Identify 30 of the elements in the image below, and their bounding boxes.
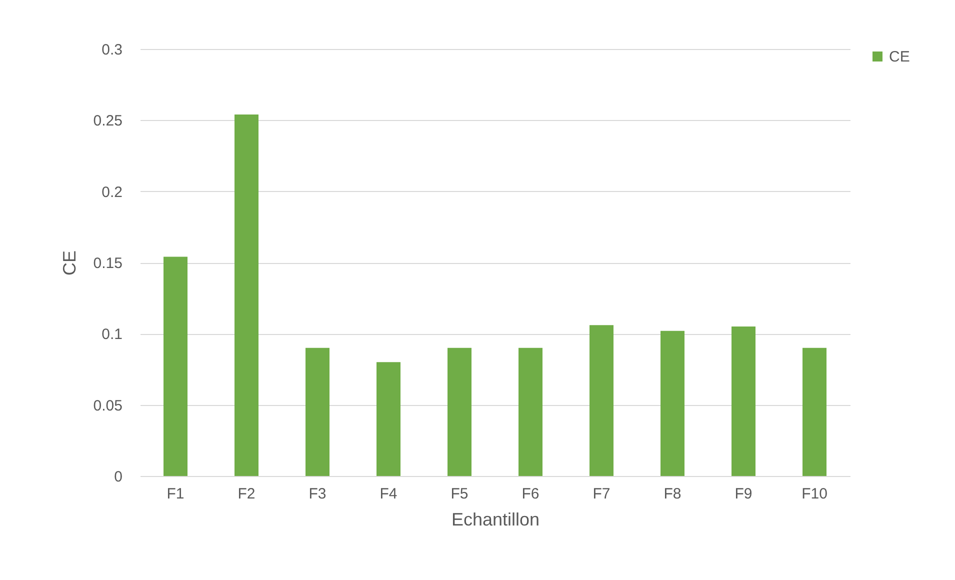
x-tick-label: F7 [592,486,610,502]
y-tick-label: 0.2 [102,184,122,201]
bar [590,325,614,476]
x-tick-label: F10 [802,486,828,502]
y-axis-title: CE [59,250,80,276]
x-tick-label: F6 [522,486,540,502]
x-axis-title: Echantillon [451,510,540,530]
bar [802,348,826,476]
x-tick-label: F9 [734,486,752,502]
bar [164,256,188,476]
x-tick-label: F3 [308,486,326,502]
y-tick-label: 0.25 [93,112,122,130]
bar [518,348,542,476]
y-tick-label: 0.1 [102,326,122,344]
y-tick-label: 0.15 [93,255,122,272]
y-tick-label: 0.3 [102,42,122,58]
x-tick-label: F5 [450,486,468,502]
legend-label: CE [889,48,910,66]
y-tick-label: 0 [114,468,122,486]
bar [376,362,400,476]
bar [732,326,756,476]
x-tick-label: F4 [380,486,398,502]
bar [306,348,330,476]
bar [448,348,472,476]
bar [234,114,258,476]
x-tick-label: F2 [238,486,256,502]
y-tick-label: 0.05 [93,397,122,414]
bar [660,330,684,476]
x-tick-label: F1 [166,486,184,502]
x-tick-label: F8 [664,486,682,502]
